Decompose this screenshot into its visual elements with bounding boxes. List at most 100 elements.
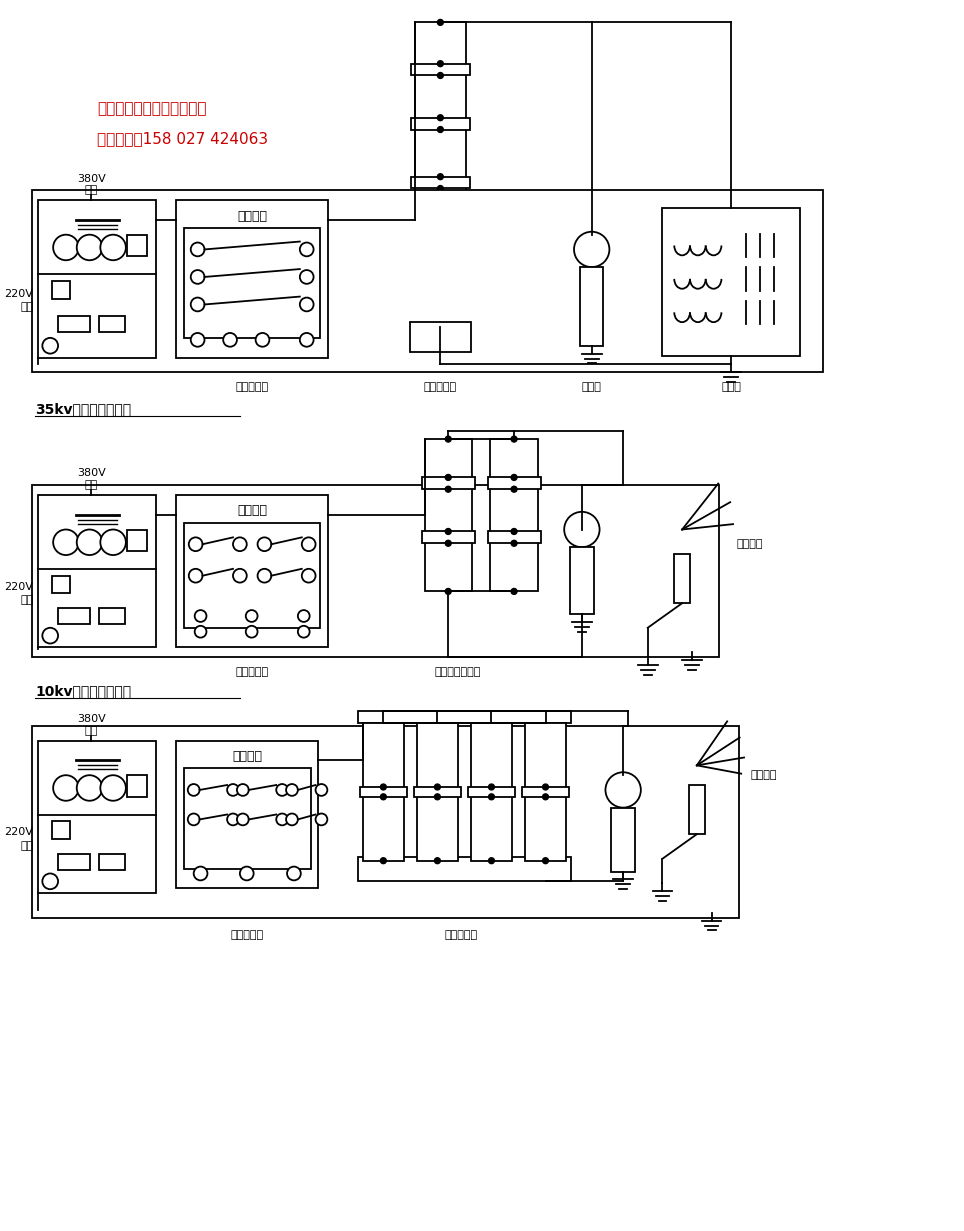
- Circle shape: [195, 625, 206, 638]
- Text: 分压器: 分压器: [581, 382, 602, 391]
- Bar: [39, 495, 156, 648]
- Circle shape: [100, 235, 126, 260]
- Bar: [488, 532, 541, 543]
- Circle shape: [237, 784, 249, 795]
- Circle shape: [277, 814, 288, 825]
- Bar: [99, 316, 125, 332]
- Circle shape: [445, 486, 451, 492]
- Circle shape: [438, 174, 443, 180]
- Bar: [416, 723, 458, 860]
- Bar: [415, 22, 466, 327]
- Bar: [32, 726, 739, 917]
- Bar: [176, 741, 318, 889]
- Text: 10kv电缆试验接线图: 10kv电缆试验接线图: [36, 684, 132, 699]
- Bar: [411, 64, 469, 75]
- Bar: [58, 608, 90, 624]
- Bar: [362, 723, 404, 860]
- Bar: [358, 712, 571, 723]
- Circle shape: [511, 436, 517, 442]
- Circle shape: [605, 772, 641, 808]
- Bar: [411, 118, 469, 129]
- Circle shape: [511, 540, 517, 547]
- Bar: [570, 548, 594, 614]
- Text: 被试电缆: 被试电缆: [736, 539, 763, 549]
- Circle shape: [237, 814, 249, 825]
- Text: 380V: 380V: [77, 714, 106, 724]
- Bar: [414, 787, 461, 796]
- Bar: [99, 854, 125, 869]
- Circle shape: [191, 270, 204, 284]
- Circle shape: [246, 625, 257, 638]
- Circle shape: [300, 298, 313, 311]
- Circle shape: [438, 324, 443, 330]
- Circle shape: [445, 436, 451, 442]
- Text: 输入: 输入: [85, 726, 98, 736]
- Circle shape: [191, 298, 204, 311]
- Circle shape: [435, 858, 441, 864]
- Circle shape: [233, 538, 247, 551]
- Circle shape: [191, 332, 204, 347]
- Circle shape: [438, 60, 443, 66]
- Circle shape: [489, 784, 495, 790]
- Circle shape: [435, 794, 441, 800]
- Circle shape: [257, 538, 271, 551]
- Circle shape: [438, 73, 443, 79]
- Circle shape: [489, 858, 495, 864]
- Circle shape: [445, 528, 451, 534]
- Circle shape: [300, 243, 313, 256]
- Circle shape: [438, 127, 443, 133]
- Text: 电源: 电源: [20, 303, 34, 313]
- Circle shape: [438, 20, 443, 26]
- Text: 武汉凯迪正大电气有限公司: 武汉凯迪正大电气有限公司: [97, 101, 207, 117]
- Text: 220V: 220V: [5, 827, 34, 837]
- Bar: [39, 741, 156, 894]
- Bar: [127, 235, 147, 256]
- Circle shape: [240, 867, 254, 880]
- Text: 被试电缆: 被试电缆: [751, 771, 777, 780]
- Text: 380V: 380V: [77, 469, 106, 479]
- Circle shape: [189, 538, 202, 551]
- Circle shape: [233, 569, 247, 582]
- Circle shape: [224, 332, 237, 347]
- Circle shape: [77, 235, 102, 260]
- Bar: [52, 576, 69, 593]
- Circle shape: [435, 784, 441, 790]
- Bar: [410, 323, 470, 352]
- Circle shape: [302, 569, 315, 582]
- Text: 电源: 电源: [20, 841, 34, 851]
- Circle shape: [53, 776, 79, 800]
- Circle shape: [302, 538, 315, 551]
- Bar: [58, 854, 90, 869]
- Bar: [32, 191, 822, 372]
- Text: 四组并联: 四组并联: [232, 750, 262, 763]
- Circle shape: [277, 784, 288, 795]
- Circle shape: [77, 529, 102, 555]
- Bar: [176, 201, 329, 357]
- Bar: [580, 267, 603, 346]
- Circle shape: [511, 474, 517, 480]
- Bar: [184, 768, 310, 869]
- Bar: [468, 787, 515, 796]
- Circle shape: [543, 858, 549, 864]
- Bar: [127, 776, 147, 796]
- Bar: [184, 523, 320, 628]
- Bar: [674, 554, 690, 603]
- Bar: [360, 787, 407, 796]
- Circle shape: [300, 332, 313, 347]
- Text: 220V: 220V: [5, 581, 34, 592]
- Text: 技术支持：158 027 424063: 技术支持：158 027 424063: [97, 130, 269, 145]
- Bar: [411, 240, 469, 252]
- Bar: [176, 495, 329, 648]
- Circle shape: [42, 628, 58, 644]
- Text: 电抗器四并: 电抗器四并: [444, 931, 477, 940]
- Bar: [524, 723, 566, 860]
- Circle shape: [315, 784, 328, 795]
- Circle shape: [445, 588, 451, 595]
- Circle shape: [286, 814, 298, 825]
- Bar: [32, 485, 719, 657]
- Text: 220V: 220V: [5, 288, 34, 299]
- Circle shape: [228, 814, 239, 825]
- Circle shape: [77, 776, 102, 800]
- Bar: [184, 228, 320, 337]
- Circle shape: [438, 250, 443, 255]
